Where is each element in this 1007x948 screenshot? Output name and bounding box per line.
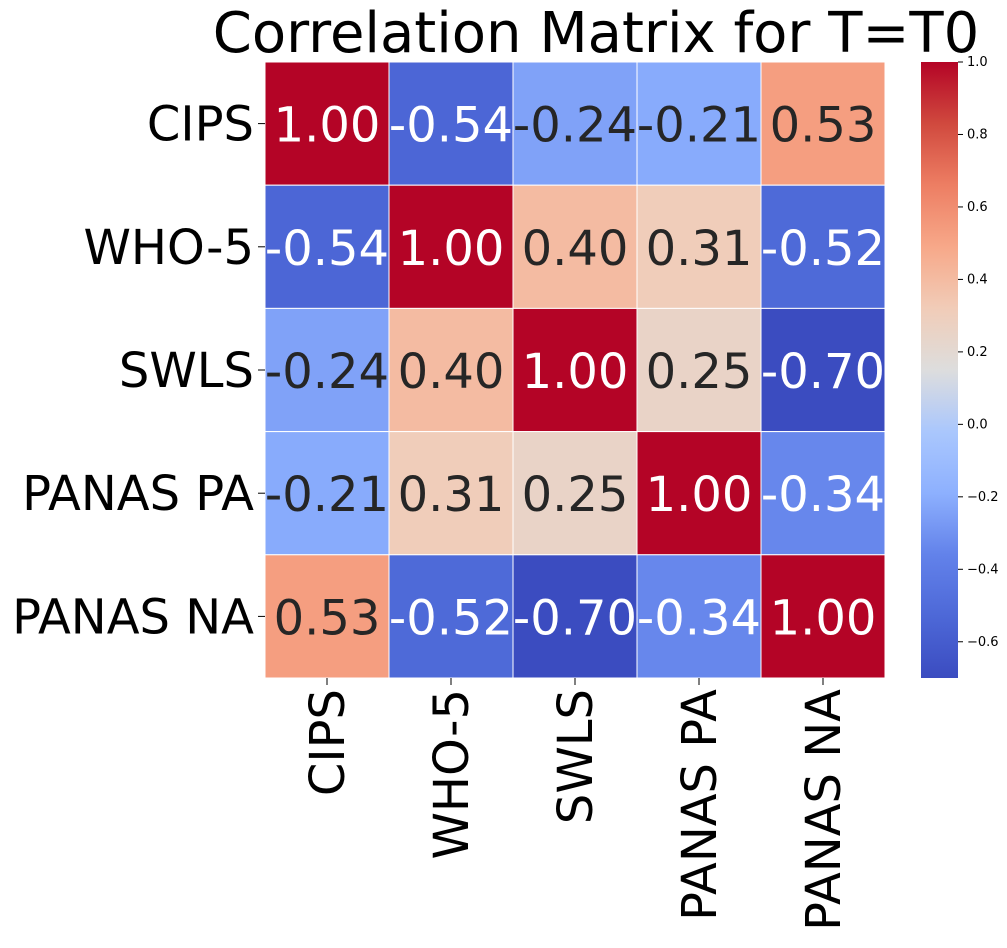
cell-value-label: 0.25 [522, 467, 629, 523]
heatmap-cell [760, 184, 886, 309]
colorbar-tick-label: 1.0 [967, 55, 988, 70]
heatmap-cell [636, 61, 762, 186]
cell-value-label: 0.25 [646, 344, 753, 400]
heatmap-cell [512, 184, 638, 309]
heatmap-cell [760, 431, 886, 556]
colorbar: −0.6 −0.4 −0.2 0.0 0.2 0.4 0.6 0.8 1.0 [921, 55, 999, 678]
heatmap-cells [264, 61, 886, 679]
colorbar-tick-label: 0.8 [967, 127, 988, 142]
heatmap-cell [388, 554, 514, 679]
cell-value-label: -0.54 [265, 221, 389, 277]
chart-title: Correlation Matrix for T=T0 [213, 1, 979, 66]
y-tick-label: PANAS PA [22, 466, 254, 522]
colorbar-tick-label: 0.0 [967, 417, 988, 432]
cell-value-label: -0.21 [265, 467, 389, 523]
heatmap-cell [636, 307, 762, 433]
colorbar-tick-label: −0.6 [967, 635, 999, 650]
y-tick-label: PANAS NA [12, 589, 254, 645]
x-tick-label: PANAS PA [672, 689, 728, 921]
y-axis: CIPS WHO-5 SWLS PANAS PA PANAS NA [12, 97, 265, 645]
heatmap-cell [760, 61, 886, 186]
cell-value-label: -0.52 [761, 221, 885, 277]
colorbar-tick-label: 0.2 [967, 345, 988, 360]
cell-value-label: -0.34 [637, 590, 761, 646]
x-tick-label: SWLS [548, 689, 604, 824]
heatmap-cell [388, 431, 514, 556]
heatmap-cell [512, 431, 638, 556]
heatmap-cell [512, 61, 638, 186]
cell-value-label: 1.00 [522, 344, 629, 400]
y-tick-label: SWLS [119, 343, 254, 399]
cell-value-label: 0.31 [398, 467, 505, 523]
cell-value-label: 0.53 [770, 98, 877, 154]
heatmap-cell [512, 554, 638, 679]
cell-value-label: -0.24 [265, 344, 389, 400]
cell-value-label: 0.40 [398, 344, 505, 400]
cell-value-labels: 1.00 -0.54 -0.24 -0.21 0.53-0.54 1.00 0.40 0.31… [265, 98, 885, 647]
heatmap-cell [264, 554, 390, 679]
cell-value-label: -0.70 [761, 344, 885, 400]
y-tick-label: WHO-5 [83, 220, 254, 276]
x-tick-label: WHO-5 [424, 689, 480, 860]
heatmap-cell [388, 307, 514, 433]
colorbar-tick-label: −0.4 [967, 562, 999, 577]
cell-value-label: -0.70 [513, 590, 637, 646]
x-tick-label: CIPS [300, 689, 356, 796]
cell-value-label: -0.52 [389, 590, 513, 646]
cell-value-label: 0.53 [274, 590, 381, 646]
colorbar-tick-label: −0.2 [967, 490, 999, 505]
cell-value-label: 1.00 [770, 590, 877, 646]
x-axis: CIPS WHO-5 SWLS PANAS PA PANAS NA [300, 678, 852, 931]
heatmap-cell [388, 61, 514, 186]
x-tick-label: PANAS NA [796, 689, 852, 931]
cell-value-label: -0.21 [637, 98, 761, 154]
heatmap-cell [512, 307, 638, 433]
colorbar-tick-label: 0.6 [967, 200, 988, 215]
cell-value-label: -0.24 [513, 98, 637, 154]
cell-value-label: -0.54 [389, 98, 513, 154]
y-tick-label: CIPS [147, 97, 254, 153]
heatmap-cell [264, 61, 390, 186]
cell-value-label: 1.00 [646, 467, 753, 523]
colorbar-tick-label: 0.4 [967, 272, 988, 287]
heatmap-cell [264, 184, 390, 309]
heatmap-cell [760, 554, 886, 679]
cell-value-label: 1.00 [274, 98, 381, 154]
cell-value-label: -0.34 [761, 467, 885, 523]
cell-value-label: 0.40 [522, 221, 629, 277]
cell-value-label: 0.31 [646, 221, 753, 277]
colorbar-gradient [921, 62, 958, 678]
heatmap-cell [636, 431, 762, 556]
heatmap-cell [760, 307, 886, 433]
cell-value-label: 1.00 [398, 221, 505, 277]
